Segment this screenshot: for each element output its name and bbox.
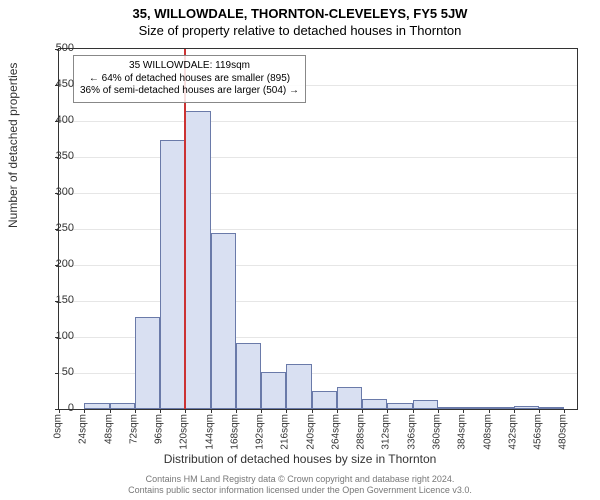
xtick-label: 384sqm — [457, 414, 468, 450]
xtick-mark — [438, 409, 439, 413]
ytick-label: 500 — [44, 42, 74, 54]
xtick-mark — [337, 409, 338, 413]
gridline — [59, 301, 577, 302]
histogram-bar — [463, 407, 488, 409]
xtick-label: 456sqm — [533, 414, 544, 450]
histogram-bar — [286, 364, 311, 409]
annotation-line: 35 WILLOWDALE: 119sqm — [80, 60, 299, 73]
xtick-label: 288sqm — [356, 414, 367, 450]
xtick-mark — [185, 409, 186, 413]
ytick-label: 0 — [44, 402, 74, 414]
xtick-mark — [160, 409, 161, 413]
xtick-mark — [489, 409, 490, 413]
attribution-footer: Contains HM Land Registry data © Crown c… — [0, 474, 600, 496]
annotation-box: 35 WILLOWDALE: 119sqm← 64% of detached h… — [73, 55, 306, 103]
xtick-label: 336sqm — [406, 414, 417, 450]
ytick-label: 450 — [44, 78, 74, 90]
xtick-label: 360sqm — [432, 414, 443, 450]
histogram-bar — [312, 391, 337, 409]
chart-title-main: 35, WILLOWDALE, THORNTON-CLEVELEYS, FY5 … — [0, 0, 600, 21]
gridline — [59, 265, 577, 266]
annotation-line: 36% of semi-detached houses are larger (… — [80, 85, 299, 98]
xtick-label: 168sqm — [229, 414, 240, 450]
histogram-bar — [84, 403, 109, 409]
xtick-mark — [564, 409, 565, 413]
histogram-bar — [211, 233, 236, 409]
xtick-label: 120sqm — [179, 414, 190, 450]
xtick-label: 216sqm — [280, 414, 291, 450]
xtick-label: 24sqm — [78, 414, 89, 444]
xtick-label: 48sqm — [103, 414, 114, 444]
plot-area: 35 WILLOWDALE: 119sqm← 64% of detached h… — [58, 48, 578, 410]
ytick-label: 150 — [44, 294, 74, 306]
xtick-label: 264sqm — [330, 414, 341, 450]
gridline — [59, 121, 577, 122]
xtick-label: 432sqm — [507, 414, 518, 450]
footer-line-2: Contains public sector information licen… — [0, 485, 600, 496]
histogram-bar — [337, 387, 362, 409]
xtick-label: 240sqm — [305, 414, 316, 450]
xtick-mark — [413, 409, 414, 413]
histogram-bar — [413, 400, 438, 409]
y-axis-label: Number of detached properties — [6, 63, 20, 228]
chart-container: 35, WILLOWDALE, THORNTON-CLEVELEYS, FY5 … — [0, 0, 600, 500]
histogram-bar — [387, 403, 412, 409]
xtick-label: 96sqm — [154, 414, 165, 444]
xtick-label: 144sqm — [204, 414, 215, 450]
xtick-mark — [362, 409, 363, 413]
ytick-label: 250 — [44, 222, 74, 234]
histogram-bar — [539, 407, 564, 409]
histogram-bar — [160, 140, 185, 409]
xtick-mark — [211, 409, 212, 413]
xtick-mark — [514, 409, 515, 413]
gridline — [59, 157, 577, 158]
histogram-bar — [489, 407, 514, 409]
xtick-label: 480sqm — [558, 414, 569, 450]
ytick-label: 400 — [44, 114, 74, 126]
x-axis-label: Distribution of detached houses by size … — [0, 452, 600, 466]
chart-title-sub: Size of property relative to detached ho… — [0, 21, 600, 38]
ytick-label: 200 — [44, 258, 74, 270]
annotation-line: ← 64% of detached houses are smaller (89… — [80, 73, 299, 86]
xtick-label: 72sqm — [128, 414, 139, 444]
histogram-bar — [438, 407, 463, 409]
histogram-bar — [261, 372, 286, 409]
gridline — [59, 193, 577, 194]
xtick-mark — [539, 409, 540, 413]
xtick-label: 0sqm — [53, 414, 64, 438]
footer-line-1: Contains HM Land Registry data © Crown c… — [0, 474, 600, 485]
xtick-label: 192sqm — [255, 414, 266, 450]
histogram-bar — [514, 406, 539, 409]
xtick-mark — [84, 409, 85, 413]
xtick-label: 312sqm — [381, 414, 392, 450]
reference-marker — [184, 49, 186, 409]
xtick-mark — [387, 409, 388, 413]
xtick-mark — [110, 409, 111, 413]
ytick-label: 50 — [44, 366, 74, 378]
ytick-label: 100 — [44, 330, 74, 342]
xtick-mark — [135, 409, 136, 413]
xtick-mark — [261, 409, 262, 413]
xtick-mark — [463, 409, 464, 413]
histogram-bar — [362, 399, 387, 409]
ytick-label: 350 — [44, 150, 74, 162]
histogram-bar — [110, 403, 135, 409]
xtick-mark — [286, 409, 287, 413]
xtick-label: 408sqm — [482, 414, 493, 450]
gridline — [59, 229, 577, 230]
xtick-mark — [236, 409, 237, 413]
xtick-mark — [312, 409, 313, 413]
histogram-bar — [236, 343, 261, 409]
histogram-bar — [135, 317, 160, 409]
histogram-bar — [185, 111, 210, 409]
ytick-label: 300 — [44, 186, 74, 198]
